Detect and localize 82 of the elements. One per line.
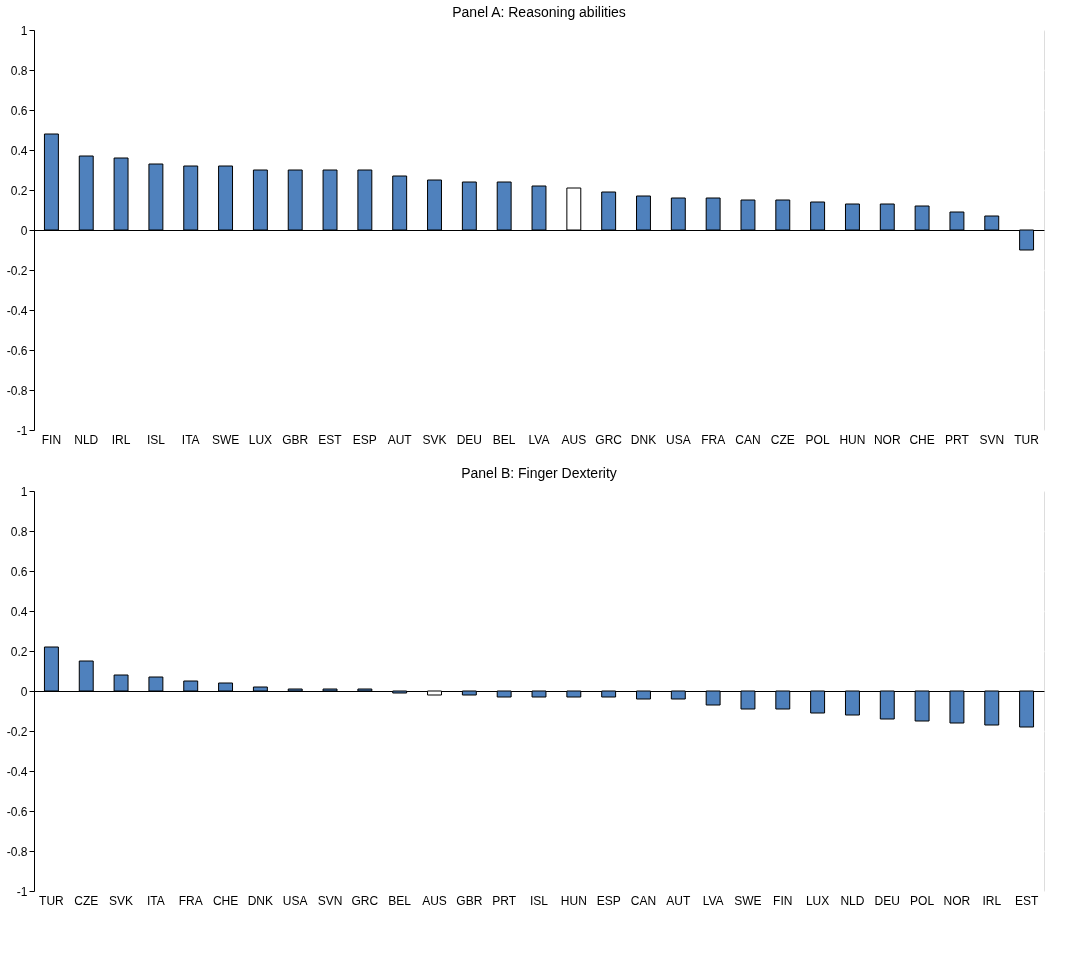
- x-tick-label: TUR: [1014, 432, 1040, 447]
- x-tick-label: DEU: [456, 432, 483, 447]
- x-tick-label: CHE: [212, 893, 239, 908]
- y-tick-label: 0.4: [10, 604, 28, 619]
- x-tick-label: NOR: [873, 432, 901, 447]
- x-tick-label: DNK: [247, 893, 274, 908]
- y-tick-label: 0.8: [10, 63, 28, 78]
- x-tick-label: LUX: [805, 893, 830, 908]
- x-tick-label: NOR: [943, 893, 971, 908]
- x-tick-label: NLD: [840, 893, 865, 908]
- x-tick-label: POL: [910, 893, 935, 908]
- chart-title: Panel B: Finger Dexterity: [461, 465, 617, 481]
- x-tick-label: LUX: [248, 432, 273, 447]
- x-tick-label: EST: [1014, 893, 1039, 908]
- y-tick-label: -0.8: [6, 383, 28, 398]
- y-tick-label: -0.6: [6, 804, 28, 819]
- x-tick-label: GRC: [595, 432, 623, 447]
- x-tick-label: PRT: [945, 432, 970, 447]
- x-tick-label: USA: [282, 893, 308, 908]
- x-tick-label: IRL: [111, 432, 131, 447]
- x-tick-label: SVN: [979, 432, 1005, 447]
- y-tick-label: -0.2: [6, 263, 28, 278]
- x-tick-label: CZE: [770, 432, 795, 447]
- x-tick-label: CAN: [735, 432, 761, 447]
- x-tick-label: ISL: [146, 432, 166, 447]
- x-tick-label: CZE: [74, 893, 99, 908]
- x-tick-label: FIN: [773, 893, 793, 908]
- x-tick-label: POL: [805, 432, 830, 447]
- y-tick-label: -0.2: [6, 724, 28, 739]
- y-tick-label: -0.6: [6, 343, 28, 358]
- y-tick-label: 0: [20, 223, 28, 238]
- x-tick-label: NLD: [74, 432, 99, 447]
- x-tick-label: LVA: [528, 432, 550, 447]
- x-tick-label: LVA: [702, 893, 724, 908]
- x-tick-label: TUR: [39, 893, 65, 908]
- y-tick-label: 0.6: [10, 103, 28, 118]
- x-tick-label: SVK: [109, 893, 134, 908]
- x-tick-label: FIN: [41, 432, 62, 447]
- x-tick-label: CAN: [630, 893, 657, 908]
- y-tick-label: -1: [16, 884, 28, 899]
- x-tick-label: DNK: [630, 432, 657, 447]
- x-tick-label: AUT: [666, 893, 691, 908]
- x-tick-label: SVN: [317, 893, 343, 908]
- x-tick-label: BEL: [388, 893, 412, 908]
- y-tick-label: 0.2: [10, 644, 28, 659]
- x-tick-label: SVK: [422, 432, 447, 447]
- y-tick-label: 0: [20, 684, 28, 699]
- x-tick-label: ITA: [181, 432, 200, 447]
- x-tick-label: CHE: [909, 432, 935, 447]
- y-tick-label: -0.8: [6, 844, 28, 859]
- y-tick-label: 1: [20, 23, 28, 38]
- y-tick-label: 0.8: [10, 524, 28, 539]
- x-tick-label: IRL: [982, 893, 1002, 908]
- y-tick-label: -0.4: [6, 303, 28, 318]
- x-tick-label: SWE: [734, 893, 762, 908]
- x-tick-label: HUN: [560, 893, 587, 908]
- x-tick-label: ISL: [529, 893, 549, 908]
- x-tick-label: FRA: [178, 893, 203, 908]
- x-tick-label: PRT: [492, 893, 517, 908]
- x-tick-label: DEU: [874, 893, 900, 908]
- x-tick-label: BEL: [492, 432, 516, 447]
- y-tick-label: 1: [20, 484, 28, 499]
- x-tick-label: GRC: [351, 893, 379, 908]
- x-tick-label: USA: [665, 432, 691, 447]
- y-tick-label: 0.4: [10, 143, 28, 158]
- x-tick-label: FRA: [701, 432, 726, 447]
- x-tick-label: ESP: [596, 893, 621, 908]
- y-tick-label: -0.4: [6, 764, 28, 779]
- chart-title: Panel A: Reasoning abilities: [452, 4, 626, 20]
- y-tick-label: 0.2: [10, 183, 28, 198]
- x-tick-label: AUT: [387, 432, 413, 447]
- x-tick-label: ITA: [147, 893, 165, 908]
- y-tick-label: 0.6: [10, 564, 28, 579]
- x-tick-label: EST: [318, 432, 343, 447]
- y-tick-label: -1: [16, 423, 28, 438]
- x-tick-label: ESP: [352, 432, 377, 447]
- x-tick-label: SWE: [211, 432, 240, 447]
- x-tick-label: AUS: [422, 893, 447, 908]
- x-tick-label: GBR: [456, 893, 483, 908]
- x-tick-label: GBR: [282, 432, 309, 447]
- x-tick-label: AUS: [561, 432, 587, 447]
- x-tick-label: HUN: [839, 432, 866, 447]
